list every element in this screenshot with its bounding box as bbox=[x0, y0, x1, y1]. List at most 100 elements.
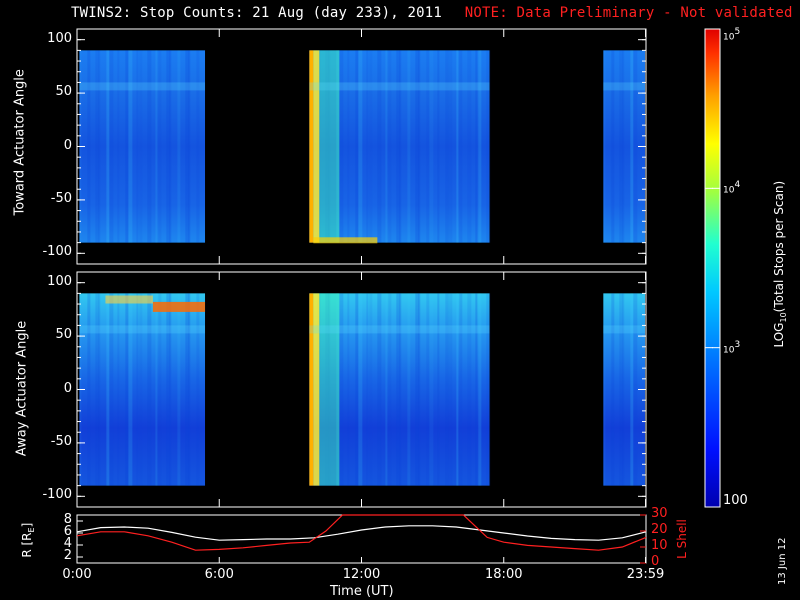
toward-texture-stripe bbox=[399, 50, 402, 243]
chart-title-row: TWINS2: Stop Counts: 21 Aug (day 233), 2… bbox=[71, 5, 793, 21]
away-data-block-1 bbox=[309, 293, 490, 486]
away-data-blocks bbox=[79, 293, 645, 486]
away-texture-stripe bbox=[188, 293, 191, 486]
away-texture-stripe bbox=[158, 293, 162, 486]
away-texture-stripe bbox=[185, 293, 190, 486]
toward-y-ticks bbox=[76, 29, 647, 264]
away-texture-stripe bbox=[396, 293, 401, 486]
x-tick-label: 12:00 bbox=[342, 567, 381, 582]
away-ytick-label: 50 bbox=[55, 327, 72, 343]
away-y-ticks bbox=[76, 272, 647, 507]
away-y-axis-label: Away Actuator Angle bbox=[14, 320, 30, 457]
away-texture-stripe bbox=[407, 293, 411, 486]
toward-ytick-label: 50 bbox=[55, 84, 72, 100]
away-texture-stripe bbox=[109, 293, 114, 486]
toward-band bbox=[603, 82, 645, 91]
away-texture-stripe bbox=[355, 293, 359, 486]
away-texture-stripe bbox=[177, 293, 181, 486]
colorbar-gradient bbox=[704, 28, 721, 508]
toward-texture-stripe bbox=[611, 50, 615, 243]
away-texture-stripe bbox=[633, 293, 638, 486]
toward-texture-stripe bbox=[339, 50, 344, 243]
away-texture-stripe bbox=[169, 293, 172, 486]
orbit-ytick-right-label: 20 bbox=[651, 522, 668, 537]
away-texture-stripe bbox=[87, 293, 91, 486]
toward-texture-stripe bbox=[459, 50, 463, 243]
toward-texture-stripe bbox=[336, 50, 340, 243]
away-texture-stripe bbox=[139, 293, 143, 486]
toward-texture-stripe bbox=[158, 50, 162, 243]
away-texture-stripe bbox=[429, 293, 434, 486]
away-texture-stripe bbox=[388, 293, 392, 486]
toward-texture-stripe bbox=[385, 50, 388, 243]
away-texture-stripe bbox=[448, 293, 453, 486]
away-texture-stripe bbox=[328, 293, 331, 486]
orbit-ytick-left-label: 8 bbox=[63, 512, 72, 527]
toward-cyan-edge bbox=[319, 50, 340, 243]
toward-texture-stripe bbox=[429, 50, 434, 243]
away-ytick-label: 100 bbox=[47, 273, 72, 289]
away-band bbox=[309, 325, 490, 334]
orbit-ytick-left-label: 6 bbox=[63, 524, 72, 539]
toward-data-block-1 bbox=[309, 50, 490, 243]
away-band bbox=[603, 325, 645, 334]
toward-ytick-label: 0 bbox=[63, 137, 72, 153]
toward-texture-stripe bbox=[147, 50, 152, 243]
orbit-ytick-left-label: 4 bbox=[63, 536, 72, 551]
l-shell-line bbox=[76, 514, 647, 551]
toward-texture-stripe bbox=[328, 50, 331, 243]
toward-texture-stripe bbox=[155, 50, 158, 243]
toward-texture-stripe bbox=[106, 50, 110, 243]
colorbar-label: LOG10(Total Stops per Scan) bbox=[771, 180, 789, 348]
away-texture-stripe bbox=[147, 293, 152, 486]
away-texture-stripe bbox=[106, 293, 110, 486]
toward-texture-stripe bbox=[407, 50, 411, 243]
toward-data-blocks bbox=[79, 50, 645, 244]
colorbar-tick-label: 104 bbox=[723, 180, 741, 196]
away-hot-spot bbox=[152, 301, 206, 312]
orbit-ytick-left-label: 2 bbox=[63, 548, 72, 563]
away-texture-stripe bbox=[619, 293, 624, 486]
toward-texture-stripe bbox=[177, 50, 181, 243]
away-texture-stripe bbox=[399, 293, 402, 486]
away-hot-edge bbox=[309, 293, 314, 486]
x-tick-label: 6:00 bbox=[204, 567, 234, 582]
r-distance-line bbox=[76, 525, 647, 541]
away-band bbox=[79, 325, 206, 334]
toward-texture-stripe bbox=[633, 50, 638, 243]
toward-warm-streak bbox=[313, 237, 378, 244]
toward-texture-stripe bbox=[478, 50, 482, 243]
toward-ytick-label: -50 bbox=[50, 190, 72, 206]
toward-texture-stripe bbox=[196, 50, 200, 243]
away-data-block-0 bbox=[79, 293, 206, 486]
toward-hot-edge bbox=[309, 50, 314, 243]
away-texture-stripe bbox=[478, 293, 482, 486]
toward-texture-stripe bbox=[128, 50, 133, 243]
toward-texture-stripe bbox=[603, 50, 606, 243]
away-texture-stripe bbox=[339, 293, 344, 486]
toward-texture-stripe bbox=[87, 50, 91, 243]
toward-texture-stripe bbox=[448, 50, 453, 243]
toward-texture-stripe bbox=[347, 50, 350, 243]
away-texture-stripe bbox=[630, 293, 634, 486]
toward-texture-stripe bbox=[95, 50, 100, 243]
toward-texture-stripe bbox=[139, 50, 143, 243]
away-texture-stripe bbox=[98, 293, 101, 486]
away-texture-stripe bbox=[467, 293, 472, 486]
away-texture-stripe bbox=[95, 293, 100, 486]
away-texture-stripe bbox=[117, 293, 120, 486]
away-texture-stripe bbox=[325, 293, 330, 486]
toward-texture-stripe bbox=[109, 50, 114, 243]
toward-texture-stripe bbox=[325, 50, 330, 243]
away-warm-edge bbox=[313, 293, 320, 486]
x-tick-label: 23:59 bbox=[626, 567, 665, 582]
away-texture-stripe bbox=[377, 293, 382, 486]
toward-texture-stripe bbox=[426, 50, 430, 243]
orbit-ytick-right-label: 30 bbox=[651, 506, 668, 521]
toward-texture-stripe bbox=[377, 50, 382, 243]
toward-ytick-label: -100 bbox=[42, 244, 72, 260]
orbit-y-axis-right-label: L Shell bbox=[675, 519, 689, 559]
toward-texture-stripe bbox=[369, 50, 373, 243]
x-axis-label: Time (UT) bbox=[330, 584, 394, 599]
toward-texture-stripe bbox=[467, 50, 472, 243]
